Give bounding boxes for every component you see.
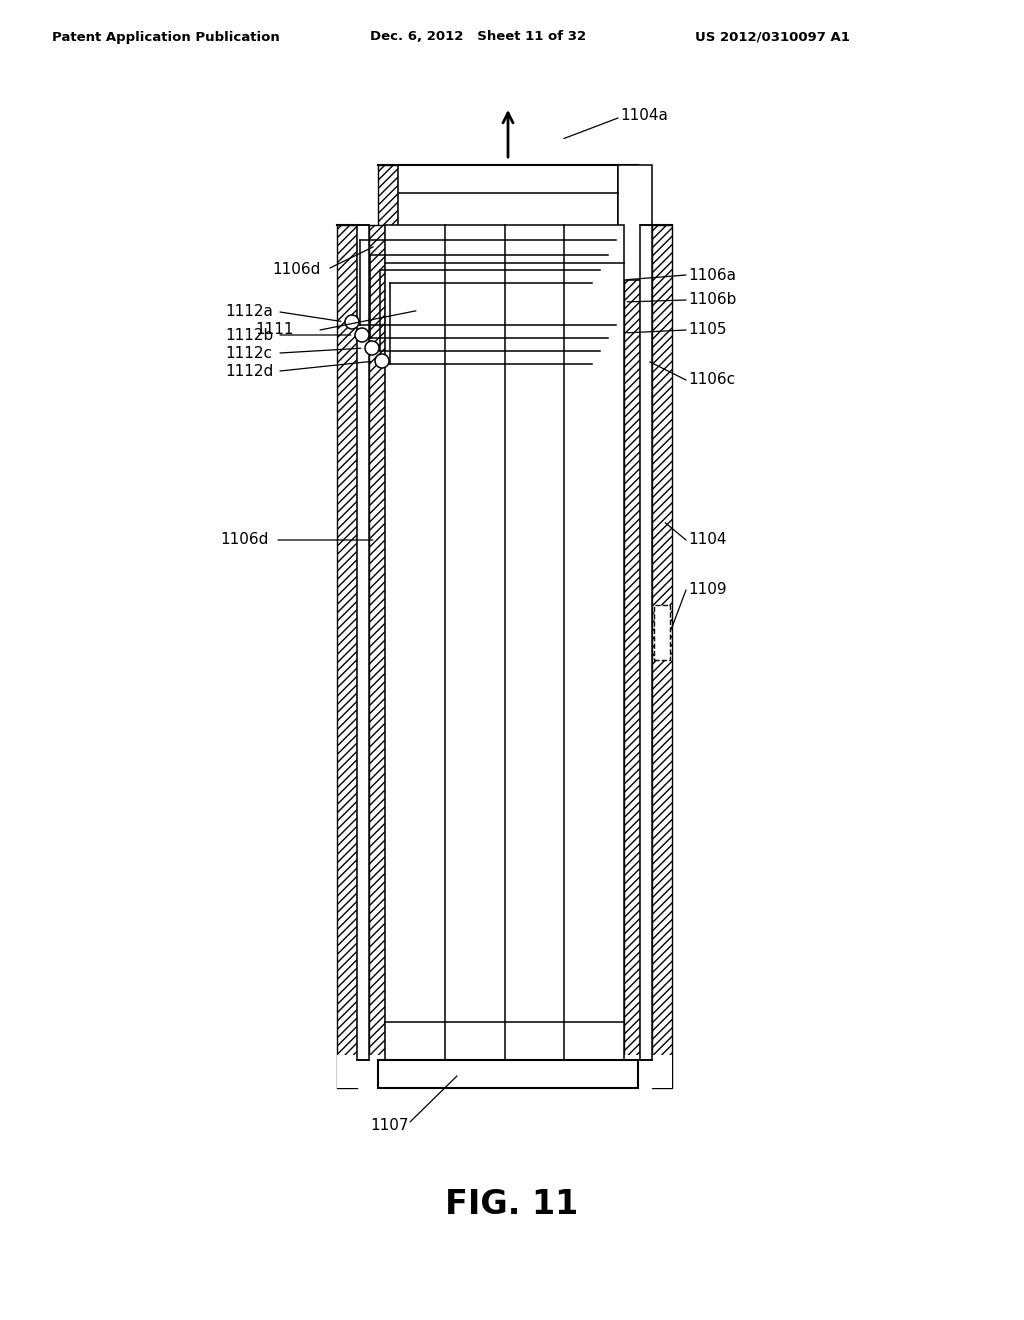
Circle shape	[355, 327, 369, 342]
Bar	[618, 165, 652, 280]
Text: 1109: 1109	[688, 582, 727, 598]
Text: 1106d: 1106d	[220, 532, 268, 548]
Text: 1104: 1104	[688, 532, 726, 548]
Text: 1112b: 1112b	[225, 327, 273, 342]
Text: 1111: 1111	[255, 322, 294, 338]
Text: 1112c: 1112c	[225, 346, 272, 360]
Text: 1105: 1105	[688, 322, 726, 338]
Text: 1106a: 1106a	[688, 268, 736, 282]
Bar	[640, 224, 652, 1060]
Bar	[357, 224, 369, 1060]
Bar	[654, 605, 670, 660]
Circle shape	[345, 315, 359, 329]
Text: 1106b: 1106b	[688, 293, 736, 308]
Circle shape	[365, 341, 379, 355]
Bar	[337, 1055, 672, 1088]
Bar	[624, 224, 640, 1060]
Bar	[652, 224, 672, 1088]
Bar	[337, 224, 672, 1088]
Text: FIG. 11: FIG. 11	[445, 1188, 579, 1221]
Text: 1107: 1107	[370, 1118, 409, 1133]
Bar	[398, 165, 618, 319]
Text: US 2012/0310097 A1: US 2012/0310097 A1	[695, 30, 850, 44]
Bar	[369, 224, 385, 1060]
Bar	[337, 224, 357, 1088]
Text: 1112a: 1112a	[225, 305, 272, 319]
Text: 1104a: 1104a	[620, 107, 668, 123]
Bar	[378, 165, 398, 319]
Bar	[618, 165, 638, 319]
Circle shape	[375, 354, 389, 368]
Text: 1106d: 1106d	[272, 263, 321, 277]
Text: 1112d: 1112d	[225, 363, 273, 379]
Text: Patent Application Publication: Patent Application Publication	[52, 30, 280, 44]
Bar	[385, 224, 624, 1060]
Text: Dec. 6, 2012   Sheet 11 of 32: Dec. 6, 2012 Sheet 11 of 32	[370, 30, 586, 44]
Text: 1106c: 1106c	[688, 372, 735, 388]
Bar	[378, 1060, 638, 1088]
